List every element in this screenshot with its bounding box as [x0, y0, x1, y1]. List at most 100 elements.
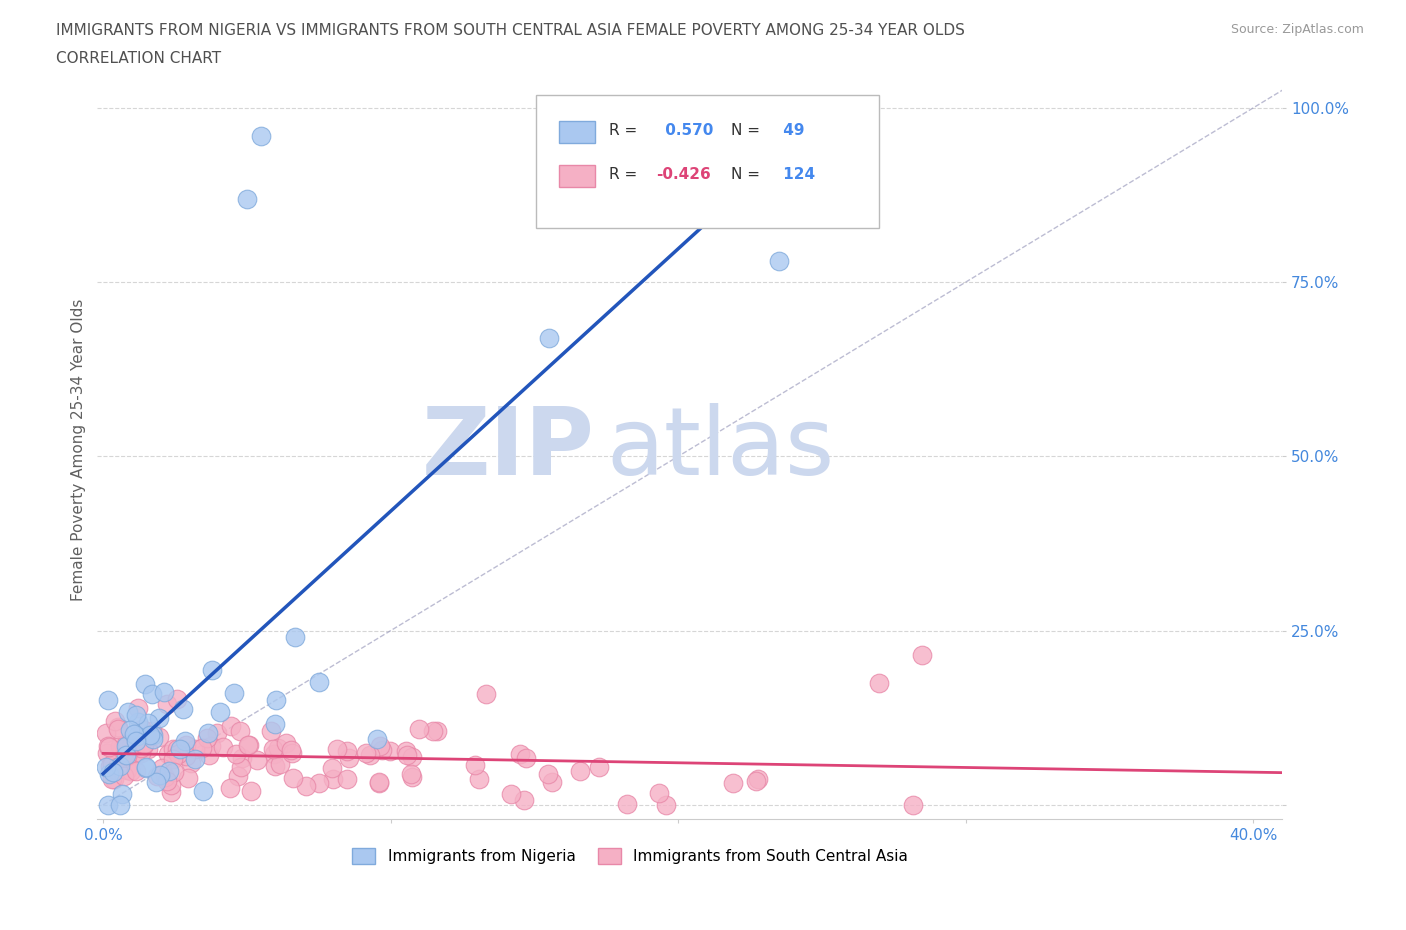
Point — [142, 732, 165, 747]
Point — [97, 797, 120, 812]
Point — [180, 755, 202, 770]
Point — [401, 770, 423, 785]
Point — [111, 786, 134, 801]
Point — [231, 751, 253, 765]
Point — [104, 763, 127, 777]
Point — [367, 775, 389, 790]
Point — [134, 677, 156, 692]
Bar — [560, 121, 595, 143]
Point — [115, 737, 138, 751]
Point — [149, 768, 172, 783]
Point — [226, 768, 249, 783]
Point — [117, 763, 139, 777]
Text: Source: ZipAtlas.com: Source: ZipAtlas.com — [1230, 23, 1364, 36]
Point — [537, 330, 560, 345]
Point — [263, 747, 285, 762]
Point — [184, 741, 207, 756]
Point — [162, 764, 184, 779]
Point — [911, 647, 934, 662]
Point — [166, 742, 188, 757]
Point — [141, 724, 163, 738]
Point — [745, 774, 768, 789]
Point — [114, 769, 136, 784]
Point — [136, 741, 159, 756]
Point — [721, 776, 744, 790]
Point — [901, 797, 924, 812]
Point — [219, 780, 242, 795]
Point — [153, 684, 176, 699]
Point — [169, 741, 191, 756]
Point — [167, 746, 190, 761]
Y-axis label: Female Poverty Among 25-34 Year Olds: Female Poverty Among 25-34 Year Olds — [72, 299, 86, 601]
Point — [239, 783, 262, 798]
Point — [308, 674, 330, 689]
Point — [262, 741, 284, 756]
Point — [231, 759, 253, 774]
Point — [408, 722, 430, 737]
Point — [211, 739, 233, 754]
Point — [134, 729, 156, 744]
Point — [129, 741, 152, 756]
Point — [172, 702, 194, 717]
Point — [209, 705, 232, 720]
Point — [138, 716, 160, 731]
Text: 124: 124 — [779, 167, 815, 182]
Point — [124, 726, 146, 741]
Point — [162, 742, 184, 757]
Point — [139, 727, 162, 742]
Point — [125, 729, 148, 744]
Point — [131, 722, 153, 737]
Point — [125, 764, 148, 778]
Point — [191, 784, 214, 799]
Point — [96, 746, 118, 761]
Point — [107, 760, 129, 775]
Point — [174, 737, 197, 752]
Text: atlas: atlas — [606, 404, 835, 496]
Point — [747, 771, 769, 786]
Point — [145, 775, 167, 790]
Point — [142, 727, 165, 742]
Point — [236, 737, 259, 752]
Point — [280, 742, 302, 757]
Point — [97, 766, 120, 781]
Point — [236, 192, 259, 206]
Point — [295, 778, 318, 793]
Point — [111, 742, 134, 757]
Point — [108, 797, 131, 812]
Point — [101, 771, 124, 786]
Point — [219, 718, 242, 733]
Point — [124, 744, 146, 759]
Point — [225, 747, 247, 762]
Point — [98, 739, 121, 754]
Point — [229, 724, 252, 738]
Point — [115, 748, 138, 763]
Point — [616, 797, 638, 812]
Text: R =: R = — [609, 167, 637, 182]
Text: CORRELATION CHART: CORRELATION CHART — [56, 51, 221, 66]
Point — [135, 761, 157, 776]
Point — [110, 738, 132, 753]
Point — [200, 739, 222, 754]
Point — [94, 760, 117, 775]
Point — [129, 739, 152, 754]
Legend: Immigrants from Nigeria, Immigrants from South Central Asia: Immigrants from Nigeria, Immigrants from… — [346, 842, 914, 870]
Point — [264, 692, 287, 707]
Point — [114, 739, 136, 754]
Point — [401, 750, 423, 764]
Point — [177, 771, 200, 786]
Point — [366, 732, 388, 747]
Point — [127, 714, 149, 729]
Point — [205, 725, 228, 740]
Point — [103, 764, 125, 779]
Point — [515, 751, 537, 765]
Point — [148, 711, 170, 725]
Point — [197, 747, 219, 762]
Point — [197, 725, 219, 740]
Point — [263, 759, 285, 774]
Point — [380, 743, 402, 758]
Point — [267, 740, 290, 755]
Point — [281, 745, 304, 760]
Point — [768, 254, 790, 269]
Point — [184, 751, 207, 766]
Point — [325, 741, 347, 756]
